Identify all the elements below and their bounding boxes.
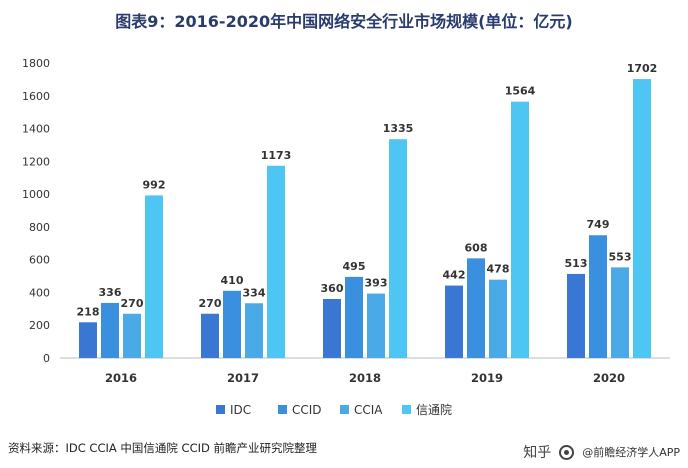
- legend-label: 信通院: [416, 403, 452, 417]
- bar: [367, 293, 385, 358]
- source-note: 资料来源：IDC CCIA 中国信通院 CCID 前瞻产业研究院整理: [8, 441, 318, 455]
- y-tick-label: 1400: [22, 123, 50, 136]
- x-tick-label: 2019: [471, 371, 503, 385]
- legend-swatch: [278, 405, 287, 414]
- y-tick-label: 1000: [22, 188, 50, 201]
- zhihu-logo-text: 知乎: [523, 445, 552, 461]
- data-label: 992: [143, 178, 166, 191]
- bar: [389, 139, 407, 358]
- y-tick-label: 0: [43, 352, 50, 365]
- bar: [589, 235, 607, 358]
- y-tick-label: 600: [29, 254, 50, 267]
- bar: [633, 79, 651, 359]
- x-tick-label: 2016: [105, 371, 137, 385]
- x-tick-label: 2020: [593, 371, 625, 385]
- y-tick-label: 800: [29, 221, 50, 234]
- bar: [201, 313, 219, 358]
- bar: [267, 165, 285, 358]
- y-axis: 0 200 400 600 800 1000 1200 1400 1600 1800: [22, 57, 50, 365]
- y-tick-label: 1600: [22, 90, 50, 103]
- data-label: 1702: [627, 62, 658, 75]
- x-axis: 2016 2017 2018 2019 2020: [60, 357, 670, 385]
- y-tick-label: 400: [29, 286, 50, 299]
- bar: [511, 101, 529, 358]
- bar: [345, 276, 363, 358]
- watermark: 知乎 @前瞻经济学人APP: [523, 442, 680, 462]
- y-tick-label: 1800: [22, 57, 50, 70]
- bars: 2183362709922704103341173360495393133544…: [77, 62, 658, 359]
- data-label: 478: [487, 263, 510, 276]
- bar: [323, 299, 341, 358]
- bar: [467, 258, 485, 358]
- bar: [567, 273, 585, 358]
- legend-swatch: [216, 405, 225, 414]
- data-label: 218: [77, 305, 100, 318]
- data-label: 553: [609, 250, 632, 263]
- data-label: 1564: [505, 85, 536, 98]
- y-tick-label: 1200: [22, 155, 50, 168]
- legend-label: CCIA: [354, 403, 383, 417]
- legend-label: CCID: [292, 403, 322, 417]
- bar: [223, 290, 241, 358]
- data-label: 360: [321, 282, 344, 295]
- bar: [145, 195, 163, 358]
- legend-swatch: [340, 405, 349, 414]
- bar: [245, 303, 263, 358]
- x-tick-label: 2018: [349, 371, 381, 385]
- data-label: 270: [199, 297, 222, 310]
- data-label: 749: [587, 218, 610, 231]
- data-label: 442: [443, 269, 466, 282]
- data-label: 410: [221, 274, 244, 287]
- bar: [123, 313, 141, 358]
- x-tick-label: 2017: [227, 371, 259, 385]
- data-label: 495: [343, 260, 366, 273]
- watermark-account: @前瞻经济学人APP: [582, 446, 680, 459]
- data-label: 336: [99, 286, 122, 299]
- bar: [79, 322, 97, 358]
- data-label: 513: [565, 257, 588, 270]
- chart-title: 图表9：2016-2020年中国网络安全行业市场规模(单位：亿元): [115, 12, 573, 31]
- y-tick-label: 200: [29, 319, 50, 332]
- bar: [611, 267, 629, 358]
- bar: [445, 285, 463, 358]
- data-label: 1173: [261, 149, 292, 162]
- bar: [101, 302, 119, 358]
- legend: IDC CCID CCIA 信通院: [216, 403, 452, 417]
- legend-swatch: [402, 405, 411, 414]
- data-label: 393: [365, 277, 388, 290]
- data-label: 1335: [383, 122, 414, 135]
- brand-logo-icon: [559, 444, 575, 460]
- bar: [489, 279, 507, 358]
- data-label: 608: [465, 241, 488, 254]
- data-label: 334: [243, 286, 266, 299]
- data-label: 270: [121, 297, 144, 310]
- legend-label: IDC: [230, 403, 251, 417]
